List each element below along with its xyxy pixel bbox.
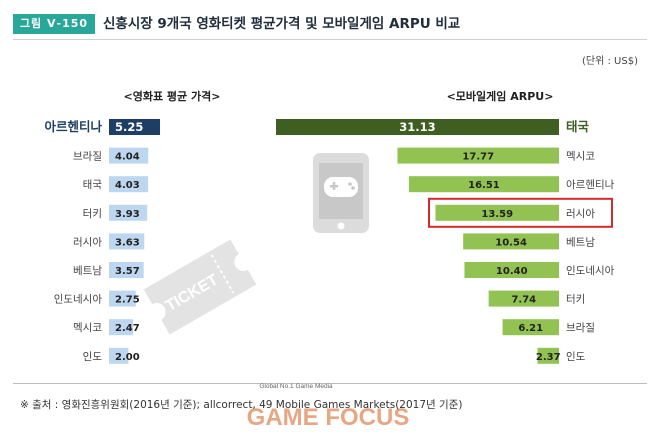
left-category-label: 러시아 [73,236,102,248]
right-bar [435,204,559,221]
left-bar [109,119,160,135]
left-bar [109,290,136,307]
left-category-label: 브라질 [73,151,102,163]
left-value-label: 4.04 [115,152,140,163]
right-chart-title: <모바일게임 ARPU> [447,89,554,103]
source-note: ※ 출처 : 영화진흥위원회(2016년 기준); allcorrect, 49… [20,399,463,411]
left-value-label: 2.47 [115,323,140,334]
right-bar [537,347,559,364]
right-category-label: 베트남 [566,236,595,248]
left-category-label: 베트남 [73,265,102,277]
right-category-label: 터키 [566,294,585,306]
right-bar [502,319,559,336]
right-value-label: 31.13 [399,120,435,134]
right-category-label: 브라질 [566,322,595,334]
left-value-label: 4.03 [115,180,140,191]
left-bar [109,147,149,164]
left-category-label: 인도 [83,351,103,363]
left-bar [109,262,144,278]
mobile-gamepad-icon [313,153,369,233]
top-divider [13,39,647,40]
right-bar [276,119,559,135]
left-bar [109,233,145,250]
figure-title: 신흥시장 9개국 영화티켓 평균가격 및 모바일게임 ARPU 비교 [103,16,461,32]
left-value-label: 5.25 [115,120,143,134]
right-value-label: 7.74 [511,295,536,306]
bottom-divider [13,383,647,384]
left-bar [109,347,129,364]
right-category-label: 아르헨티나 [566,179,615,191]
left-bar [109,176,149,193]
left-value-label: 2.00 [115,352,140,363]
left-value-label: 2.75 [115,295,140,306]
right-value-label: 16.51 [468,180,500,191]
right-category-label: 러시아 [566,208,595,220]
right-bar [397,147,559,164]
right-bar [408,176,559,193]
right-bar [488,290,559,307]
unit-label: (단위 : US$) [582,56,638,67]
right-category-label: 태국 [566,119,590,134]
left-category-label: 아르헨티나 [44,119,102,134]
right-value-label: 10.40 [496,266,528,277]
right-category-label: 멕시코 [566,151,595,163]
left-bar [109,204,148,221]
right-bar [464,262,559,278]
right-category-label: 인도 [566,351,586,363]
right-value-label: 17.77 [462,152,494,163]
right-bar [463,233,559,250]
figure-tag: 그림 Ⅴ-150 [13,14,95,34]
right-category-label: 인도네시아 [566,265,615,277]
right-value-label: 10.54 [495,237,527,248]
left-value-label: 3.63 [115,237,140,248]
left-category-label: 태국 [83,179,103,191]
left-bar [109,319,133,336]
left-chart-title: <영화표 평균 가격> [124,89,221,103]
left-category-label: 멕시코 [73,322,102,334]
left-value-label: 3.93 [115,209,140,220]
right-value-label: 13.59 [481,209,513,220]
callout-box [428,197,613,228]
ticket-icon: TICKET [143,239,257,335]
left-value-label: 3.57 [115,266,140,277]
right-value-label: 2.37 [536,352,561,363]
left-category-label: 터키 [83,208,102,220]
right-value-label: 6.21 [518,323,543,334]
left-category-label: 인도네시아 [54,294,103,306]
